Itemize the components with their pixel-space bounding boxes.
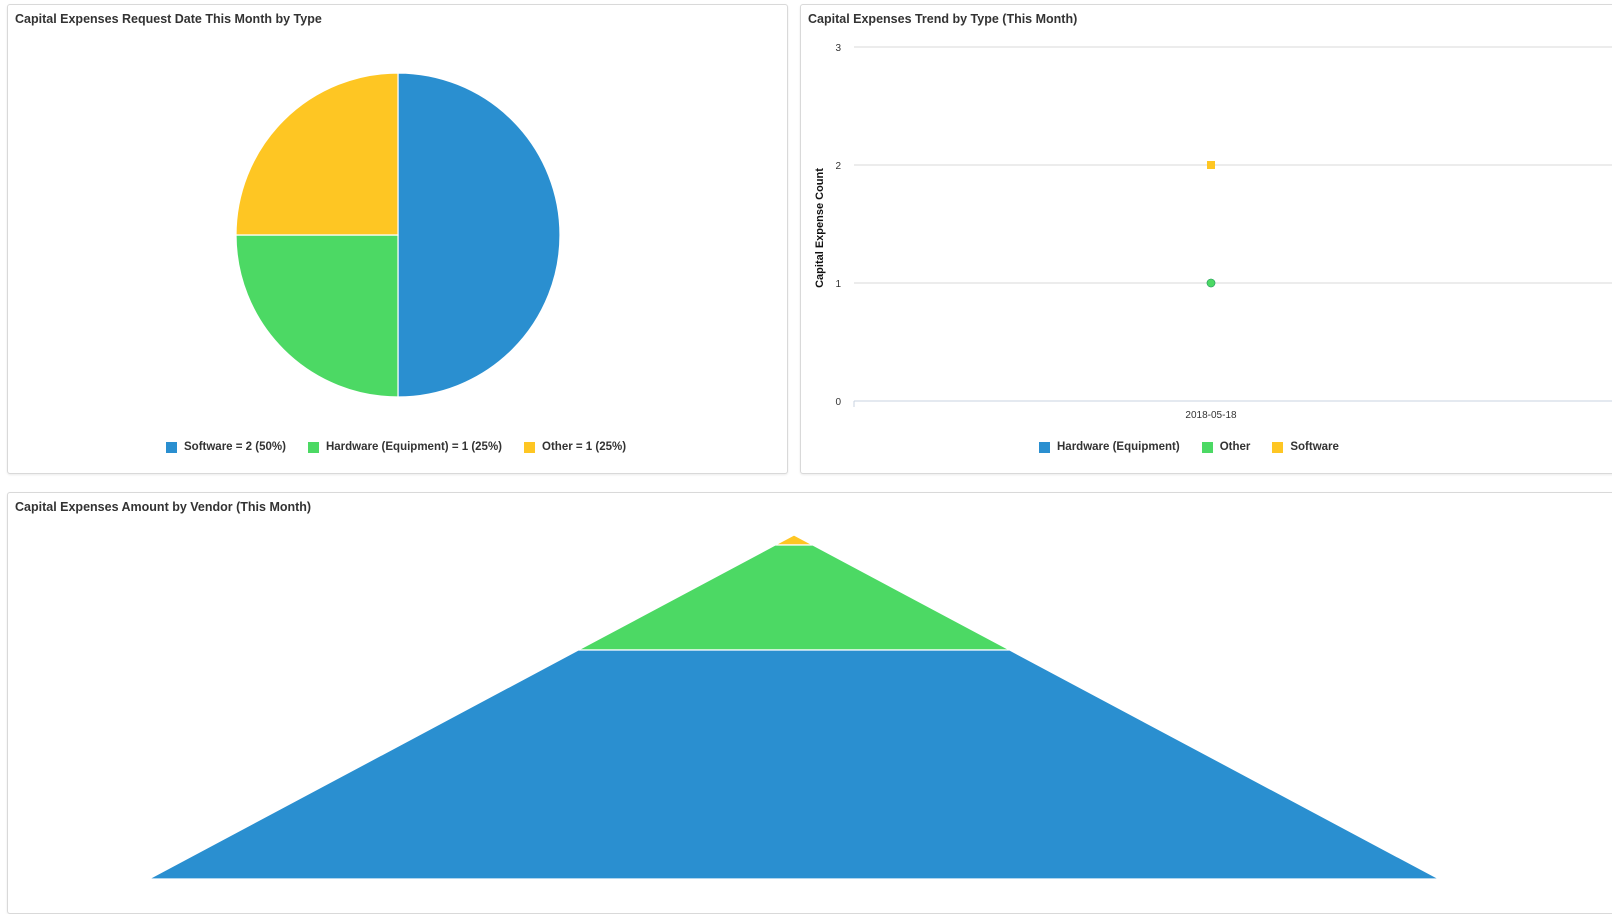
trend-legend-label: Software — [1290, 441, 1339, 453]
trend-x-tick-label: 2018-05-18 — [1185, 410, 1237, 421]
trend-legend-swatch — [1039, 441, 1050, 453]
trend-legend: Hardware (Equipment) Other Software — [1039, 441, 1339, 453]
pie-slice-hardware-equipment[interactable] — [235, 234, 399, 398]
trend-legend-label: Other — [1219, 441, 1251, 453]
pie-legend-swatch — [166, 441, 177, 453]
funnel-chart — [148, 534, 1440, 880]
trend-legend-label: Hardware (Equipment) — [1057, 441, 1180, 453]
pie-legend-swatch — [307, 441, 319, 453]
trend-legend-swatch — [1272, 441, 1284, 453]
trend-legend-swatch — [1201, 441, 1213, 453]
funnel-chart-panel: Capital Expenses Amount by Vendor (This … — [7, 492, 1612, 914]
pie-legend-item[interactable]: Software = 2 (50%) — [166, 441, 286, 453]
trend-y-tick-label: 3 — [835, 43, 841, 54]
funnel-segment[interactable] — [148, 649, 1440, 880]
trend-point-software[interactable] — [1207, 161, 1215, 169]
pie-legend-swatch — [524, 441, 536, 453]
trend-y-tick-label: 2 — [835, 161, 841, 172]
pie-legend-label: Other = 1 (25%) — [542, 441, 627, 453]
trend-legend-item[interactable]: Other — [1201, 441, 1251, 453]
trend-y-axis-label: Capital Expense Count — [814, 168, 826, 288]
trend-chart-panel: Capital Expenses Trend by Type (This Mon… — [800, 4, 1612, 474]
pie-chart — [235, 72, 561, 398]
pie-chart-panel: Capital Expenses Request Date This Month… — [7, 4, 788, 474]
pie-slice-software[interactable] — [397, 72, 561, 398]
pie-chart-title: Capital Expenses Request Date This Month… — [15, 12, 322, 26]
pie-slice-other[interactable] — [235, 72, 399, 236]
trend-y-tick-label: 1 — [835, 279, 841, 290]
pie-legend-item[interactable]: Other = 1 (25%) — [524, 441, 626, 453]
trend-chart-title: Capital Expenses Trend by Type (This Mon… — [808, 12, 1078, 26]
pie-legend-label: Hardware (Equipment) = 1 (25%) — [325, 441, 503, 453]
pie-legend: Software = 2 (50%) Hardware (Equipment) =… — [166, 441, 626, 453]
funnel-segment[interactable] — [578, 544, 1010, 651]
pie-legend-label: Software = 2 (50%) — [184, 441, 286, 453]
trend-legend-item[interactable]: Hardware (Equipment) — [1039, 441, 1180, 453]
funnel-segment[interactable] — [774, 534, 814, 546]
pie-legend-item[interactable]: Hardware (Equipment) = 1 (25%) — [307, 441, 503, 453]
funnel-chart-title: Capital Expenses Amount by Vendor (This … — [15, 500, 312, 514]
trend-chart: 0 1 2 3 Capital Expense Count 2018-05-18 — [814, 43, 1612, 421]
trend-point-other[interactable] — [1206, 278, 1216, 288]
trend-legend-item[interactable]: Software — [1272, 441, 1339, 453]
trend-y-tick-label: 0 — [835, 397, 841, 408]
